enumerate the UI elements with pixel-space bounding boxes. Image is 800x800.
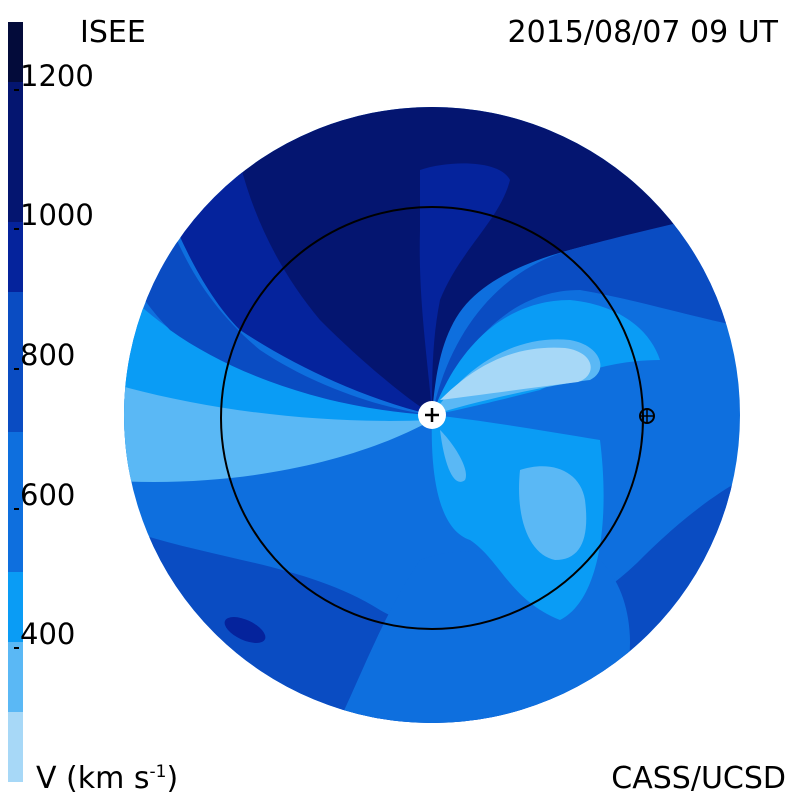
- unit-label-main: V (km s: [36, 761, 150, 796]
- colorbar-segment: [8, 712, 23, 782]
- colorbar: [8, 22, 23, 782]
- region-center-light: [519, 466, 587, 560]
- region-center-mid: [431, 415, 604, 620]
- colorbar-tick-label: 1000: [20, 198, 94, 232]
- colorbar-tick-label: 600: [20, 478, 76, 512]
- colorbar-tick: [14, 647, 19, 649]
- colorbar-tick: [14, 89, 19, 91]
- region-north-streak: [419, 163, 510, 415]
- unit-label-exponent: -1: [149, 762, 167, 782]
- region-dark-spot: [224, 617, 266, 643]
- credit-label: CASS/UCSD: [611, 761, 786, 796]
- earth-orbit: [220, 206, 644, 630]
- source-label: ISEE: [80, 15, 146, 50]
- colorbar-segment: [8, 292, 23, 432]
- colorbar-segment: [8, 82, 23, 222]
- colorbar-segment: [8, 222, 23, 292]
- colorbar-segment: [8, 22, 23, 82]
- colorbar-tick: [14, 368, 19, 370]
- colorbar-segment: [8, 432, 23, 572]
- colorbar-tick: [14, 508, 19, 510]
- colorbar-tick-label: 400: [20, 617, 76, 651]
- plus-icon: [418, 401, 446, 429]
- region-tail-light: [440, 430, 466, 482]
- region-east-lightest: [440, 347, 591, 400]
- earth-icon: [639, 408, 655, 424]
- colorbar-tick-label: 800: [20, 338, 76, 372]
- region-east-dark: [432, 200, 740, 415]
- unit-label-end: ): [166, 761, 179, 796]
- colorbar-segment: [8, 642, 23, 712]
- region-left-light: [124, 380, 432, 482]
- unit-label: V (km s-1): [36, 764, 178, 794]
- timestamp: 2015/08/07 09 UT: [507, 15, 778, 50]
- colorbar-tick-label: 1200: [20, 59, 94, 93]
- colorbar-tick: [14, 228, 19, 230]
